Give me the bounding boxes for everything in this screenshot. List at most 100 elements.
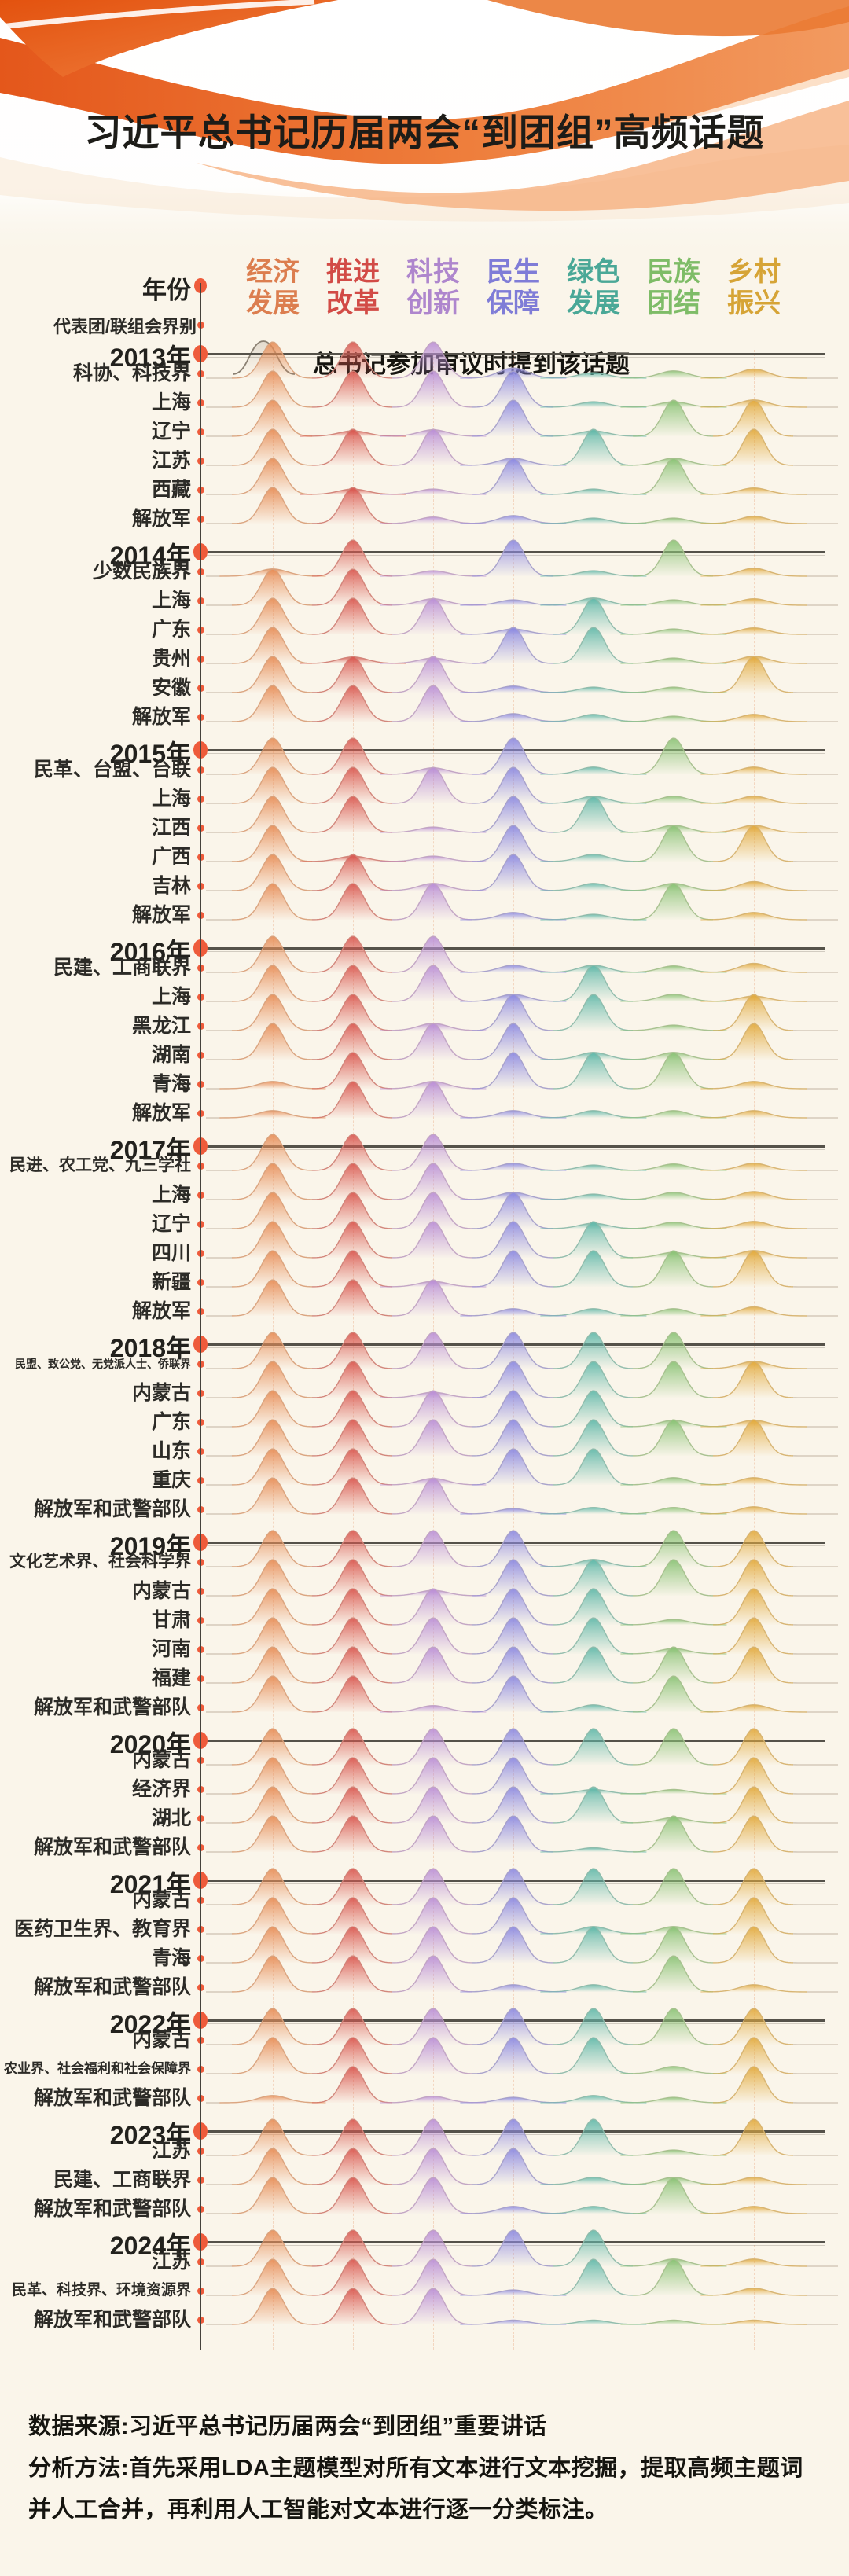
wave-white-streak [0, 0, 315, 30]
topic-hump [226, 1134, 320, 1170]
topic-hump [693, 369, 815, 378]
topic-hump [226, 429, 320, 465]
topic-hump [546, 1251, 641, 1287]
topic-hump-outline [311, 685, 393, 722]
topic-hump [211, 1110, 334, 1118]
topic-hump [627, 1531, 721, 1567]
ridge-row-curve [206, 2229, 838, 2267]
topic-hump [707, 825, 801, 862]
topic-hump [306, 994, 400, 1031]
topic-hump [306, 1560, 400, 1596]
topic-hump [707, 1531, 801, 1567]
topic-hump [226, 825, 320, 862]
topic-hump [707, 1618, 801, 1654]
topic-header-4: 民生 保障 [458, 256, 568, 319]
topic-hump-outline [632, 2177, 714, 2214]
topic-hump [466, 1927, 560, 1963]
topic-hump [546, 796, 641, 832]
topic-header-line: 科技 [406, 257, 460, 287]
topic-hump-outline [219, 2095, 326, 2104]
row-label: 经济界 [131, 1778, 191, 1800]
topic-hump [386, 1898, 480, 1934]
topic-hump [466, 1816, 560, 1852]
topic-hump-outline [391, 1897, 473, 1935]
topic-hump [386, 1531, 480, 1567]
topic-hump [466, 1192, 560, 1229]
topic-hump-outline [700, 627, 807, 635]
ridge-row-curve [206, 1134, 838, 1171]
topic-hump-outline [391, 428, 473, 466]
ridge-row-curve [206, 935, 838, 973]
topic-hump [466, 627, 560, 663]
topic-hump-outline [540, 913, 647, 921]
row-label: 解放军和武警部队 [33, 1498, 191, 1520]
topic-hump-outline [391, 766, 473, 804]
row-label: 贵州 [151, 648, 191, 670]
method-note-line2: 并人工合并，再利用人工智能对文本进行逐一分类标注。 [28, 2497, 608, 2523]
topic-header-3: 科技 创新 [378, 256, 488, 319]
topic-hump [306, 1927, 400, 1963]
topic-hump-outline [472, 766, 553, 804]
topic-hump [466, 540, 560, 576]
row-label: 内蒙古 [131, 1580, 191, 1602]
topic-hump [226, 627, 320, 663]
topic-hump [532, 2320, 655, 2324]
ridge-row-curve [206, 685, 838, 722]
topic-hump-outline [472, 1448, 553, 1486]
topic-hump [466, 400, 560, 436]
topic-hump-outline [620, 1024, 727, 1031]
topic-hump-outline [391, 1926, 473, 1964]
topic-hump-outline [552, 1559, 634, 1597]
topic-hump-outline [311, 1617, 393, 1655]
topic-hump [707, 1787, 801, 1823]
topic-hump-outline [700, 1110, 807, 1119]
row-label: 上海 [151, 590, 191, 612]
topic-hump [306, 1163, 400, 1200]
topic-hump [466, 2119, 560, 2155]
topic-hump-outline [311, 1081, 393, 1119]
topic-hump-outline [552, 1786, 634, 1824]
topic-hump [546, 1449, 641, 1485]
year-rule-shadow [200, 950, 825, 952]
row-label: 江苏 [151, 2140, 191, 2162]
topic-hump-outline [552, 994, 634, 1031]
topic-hump [627, 1647, 721, 1683]
row-label: 内蒙古 [131, 1382, 191, 1404]
topic-header-line: 团结 [647, 288, 700, 318]
topic-hump-outline [231, 1192, 313, 1229]
topic-hump-outline [311, 1955, 393, 1993]
topic-hump-outline [311, 428, 393, 466]
topic-hump-outline [552, 2229, 634, 2267]
topic-hump-outline [311, 2066, 393, 2104]
topic-hump [452, 685, 575, 693]
ridge-row-curve [206, 487, 838, 524]
topic-hump-outline [700, 2258, 807, 2267]
topic-hump [226, 487, 320, 524]
topic-hump [532, 1704, 655, 1712]
topic-hump-outline [311, 1646, 393, 1684]
topic-header-line: 民生 [487, 257, 540, 287]
topic-hump-outline [540, 488, 647, 495]
topic-hump [306, 1134, 400, 1170]
ridge-row-curve [206, 597, 838, 635]
topic-hump [226, 1618, 320, 1654]
ridge-row-curve [206, 854, 838, 891]
topic-hump [306, 1869, 400, 1905]
topic-hump-outline [700, 516, 807, 524]
topic-hump-outline [472, 1757, 553, 1795]
row-label: 江苏 [151, 2251, 191, 2273]
topic-hump-outline [391, 685, 473, 722]
topic-hump [546, 1222, 641, 1258]
topic-hump [452, 713, 575, 722]
ridge-row-curve [206, 1955, 838, 1993]
year-label: 2014年 [109, 542, 191, 570]
topic-hump [546, 1729, 641, 1765]
topic-hump-outline [472, 370, 553, 408]
topic-hump-outline [219, 1110, 326, 1119]
topic-header-1: 经济 发展 [218, 256, 328, 319]
topic-hump [627, 1361, 721, 1398]
topic-hump-outline [311, 766, 393, 804]
topic-hump [306, 1956, 400, 1992]
topic-hump [693, 912, 815, 920]
topic-hump [466, 1023, 560, 1060]
